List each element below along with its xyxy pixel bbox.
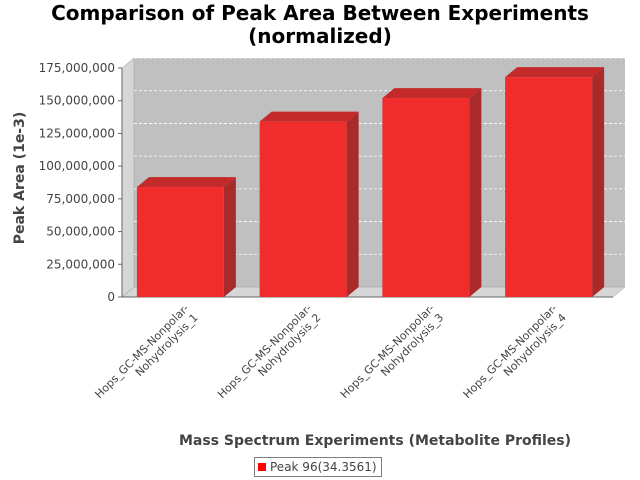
x-axis-label: Mass Spectrum Experiments (Metabolite Pr…: [179, 433, 571, 449]
chart-title-line-1: Comparison of Peak Area Between Experime…: [51, 1, 589, 25]
plot-left-wall: [121, 57, 135, 298]
chart-title-line-2: (normalized): [248, 24, 392, 48]
x-category-label: Hops_GC-MS-Nonpolar-Nohydrolysis_4: [461, 302, 569, 410]
bar: [136, 177, 236, 297]
x-category-label: Hops_GC-MS-Nonpolar-Nohydrolysis_3: [338, 302, 446, 410]
x-axis-categories: Hops_GC-MS-Nonpolar-Nohydrolysis_1 Hops_G…: [92, 302, 569, 410]
bar: [505, 67, 605, 297]
bar-front: [136, 187, 224, 297]
y-tick-label: 175,000,000: [39, 61, 115, 75]
plot-back-wall: [134, 58, 625, 287]
bar-top: [382, 88, 482, 99]
y-tick-label: 75,000,000: [46, 192, 115, 206]
y-tick-label: 100,000,000: [39, 159, 115, 173]
bar-top: [259, 111, 359, 122]
x-category-label: Hops_GC-MS-Nonpolar-Nohydrolysis_1: [92, 302, 200, 410]
y-tick-label: 25,000,000: [46, 257, 115, 271]
plot-area: [121, 57, 626, 298]
x-category-label: Hops_GC-MS-Nonpolar-Nohydrolysis_2: [215, 302, 323, 410]
y-tick-label: 0: [107, 290, 115, 304]
bar: [382, 88, 482, 298]
bar-side: [469, 88, 482, 298]
bar-top: [505, 67, 605, 78]
bars: [136, 67, 605, 298]
legend-swatch: [258, 463, 266, 471]
bar: [259, 111, 359, 297]
bar-front: [505, 77, 593, 297]
y-tick-label: 50,000,000: [46, 225, 115, 239]
bar-front: [382, 98, 470, 298]
legend-label: Peak 96(34.3561): [270, 460, 377, 474]
bar-top: [136, 177, 236, 188]
bar-side: [346, 111, 359, 297]
bar-side: [592, 67, 605, 297]
y-tick-label: 150,000,000: [39, 94, 115, 108]
y-axis-label: Peak Area (1e-3): [12, 112, 28, 245]
legend: Peak 96(34.3561): [254, 457, 382, 477]
bar-side: [223, 177, 236, 297]
bar-front: [259, 121, 347, 297]
y-tick-label: 125,000,000: [39, 126, 115, 140]
y-axis-ticks: 0 25,000,000 50,000,000 75,000,000 100,000,0…: [39, 61, 122, 304]
chart-title: Comparison of Peak Area Between Experime…: [0, 2, 640, 48]
